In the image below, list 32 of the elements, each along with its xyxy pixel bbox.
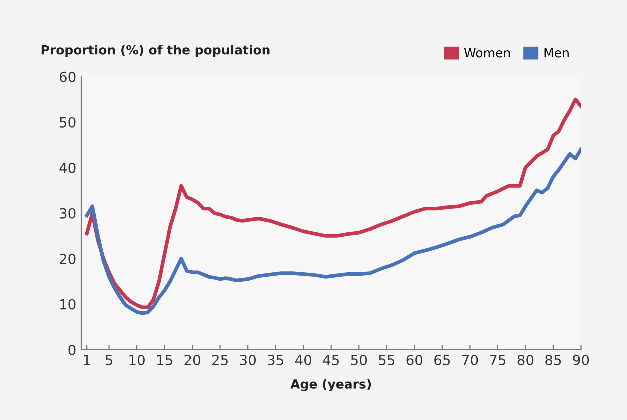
y-tick-label: 40 <box>60 162 76 174</box>
x-tick-label: 20 <box>184 354 200 366</box>
x-tick-label: 90 <box>573 354 590 366</box>
y-tick-label: 20 <box>60 254 76 264</box>
x-tick-label: 60 <box>406 354 423 366</box>
line-series <box>85 148 582 316</box>
x-tick-label: 5 <box>106 355 112 366</box>
x-tick-label: 35 <box>268 354 284 366</box>
y-tick-label: 0 <box>68 344 76 356</box>
x-tick-label: 65 <box>434 354 450 366</box>
x-tick-label: 10 <box>130 354 145 366</box>
y-tick-label: 60 <box>60 72 76 82</box>
y-tick-label: 50 <box>60 117 76 128</box>
x-tick-label: 45 <box>323 355 339 366</box>
x-tick-label: 1 <box>84 355 90 366</box>
x-tick-label: 75 <box>490 355 506 366</box>
line-series <box>85 98 582 310</box>
x-tick-label: 80 <box>518 354 534 366</box>
x-tick-label: 15 <box>157 355 172 366</box>
x-axis-title: Age (years) <box>290 379 372 392</box>
x-tick-label: 30 <box>240 354 256 366</box>
y-axis-title: Proportion (%) of the population <box>42 45 270 58</box>
x-tick-label: 25 <box>212 354 228 366</box>
y-tick-label: 10 <box>60 299 76 310</box>
x-tick-label: 50 <box>351 354 368 366</box>
x-tick-label: 85 <box>546 354 562 366</box>
legend-label: Men <box>544 48 569 58</box>
legend-label: Women <box>464 48 510 58</box>
y-tick-label: 30 <box>60 208 76 219</box>
x-tick-label: 40 <box>295 354 312 366</box>
x-tick-label: 70 <box>462 354 478 366</box>
x-tick-label: 55 <box>379 355 395 366</box>
